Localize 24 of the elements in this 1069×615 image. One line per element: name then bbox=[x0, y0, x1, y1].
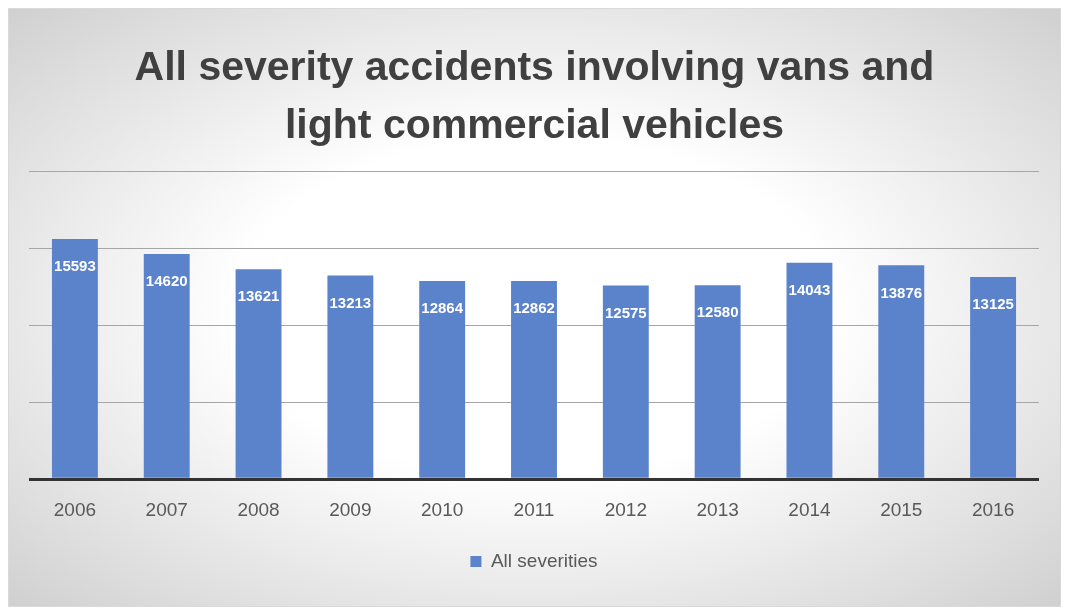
data-label: 13876 bbox=[880, 283, 923, 301]
data-label: 14620 bbox=[145, 272, 188, 290]
x-tick-label: 2010 bbox=[421, 498, 464, 520]
x-tick-label: 2015 bbox=[880, 498, 923, 520]
legend-label: All severities bbox=[490, 549, 598, 571]
x-tick-label: 2006 bbox=[53, 498, 97, 520]
data-label: 13125 bbox=[972, 295, 1014, 313]
x-tick-label: 2007 bbox=[145, 498, 188, 520]
data-label: 14043 bbox=[788, 280, 831, 298]
data-label: 15593 bbox=[54, 257, 96, 275]
data-label: 13621 bbox=[237, 287, 280, 305]
data-label: 12862 bbox=[513, 299, 555, 317]
x-tick-label: 2012 bbox=[604, 498, 647, 520]
x-tick-label: 2008 bbox=[237, 498, 280, 520]
x-tick-label: 2011 bbox=[513, 498, 555, 520]
data-label: 12575 bbox=[604, 303, 647, 321]
x-tick-label: 2013 bbox=[696, 498, 739, 520]
x-tick-label: 2016 bbox=[971, 498, 1015, 520]
x-tick-label: 2014 bbox=[788, 498, 832, 520]
data-label: 12864 bbox=[421, 299, 464, 317]
data-label: 12580 bbox=[696, 303, 739, 321]
data-label: 13213 bbox=[329, 293, 372, 311]
chart-title: All severity accidents involving vans and light commercial vehicles bbox=[133, 42, 936, 149]
x-tick-label: 2009 bbox=[329, 498, 372, 520]
